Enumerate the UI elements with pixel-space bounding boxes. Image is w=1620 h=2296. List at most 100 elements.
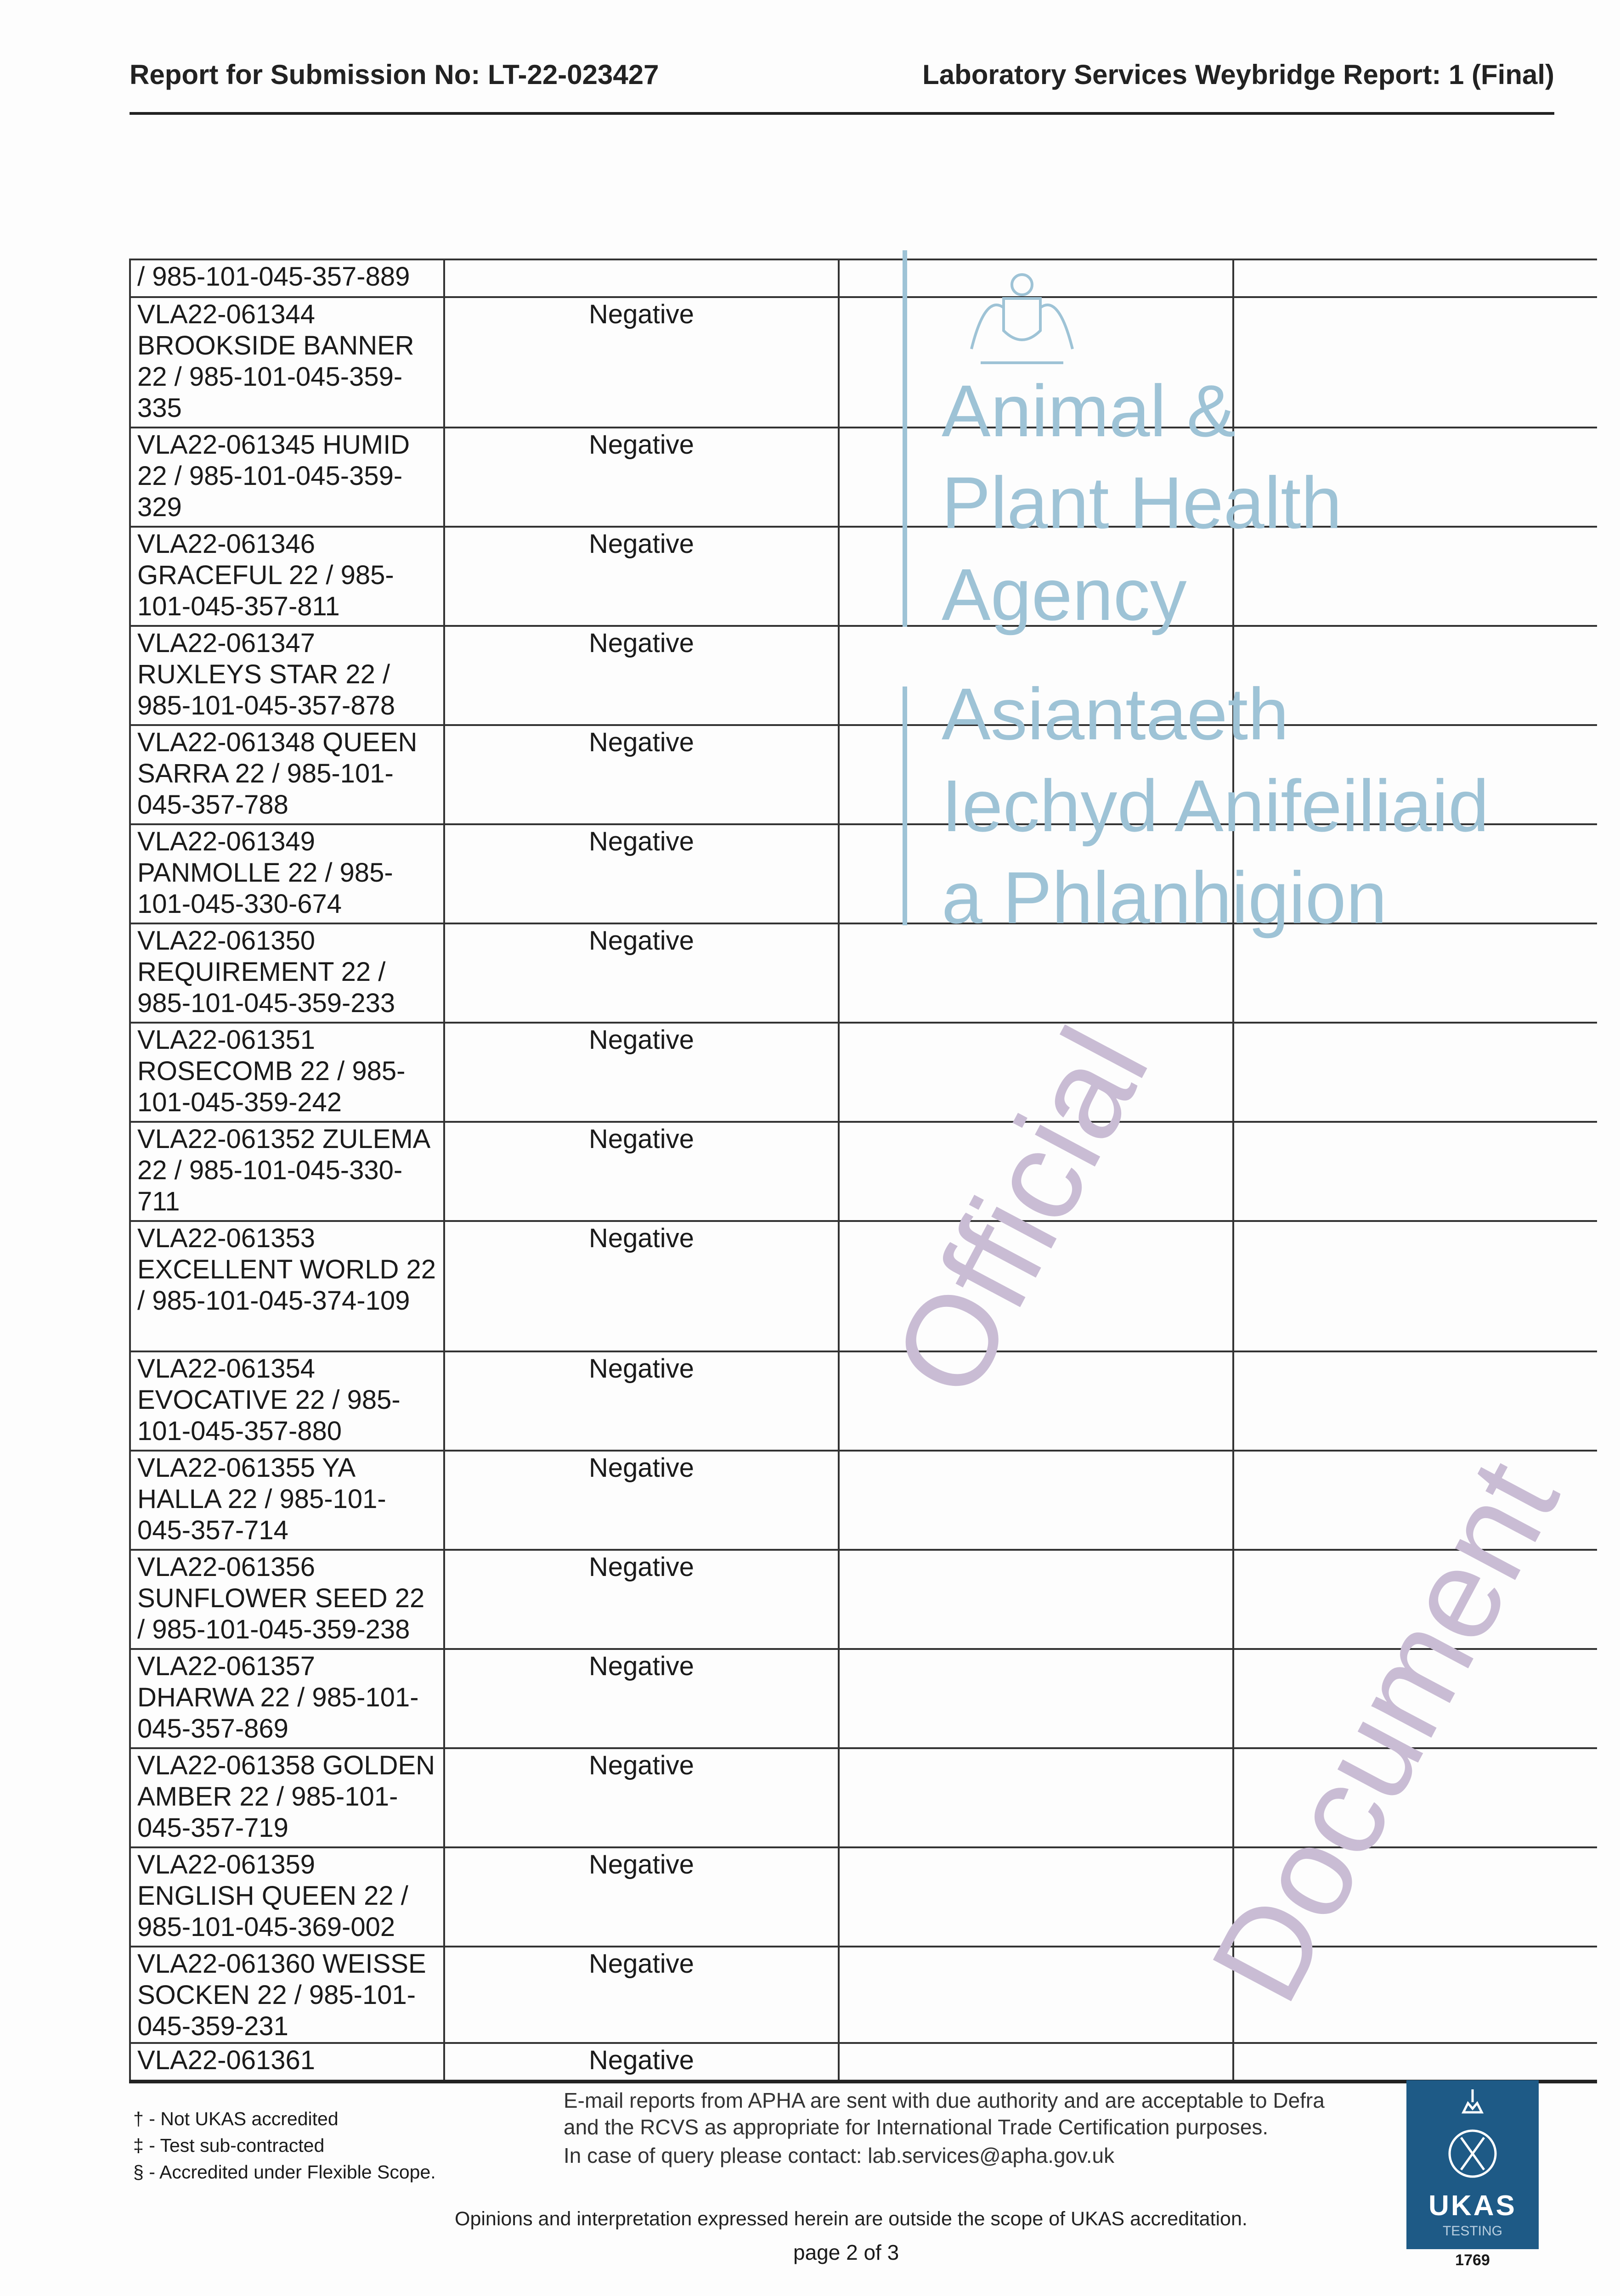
sample-id: VLA22-061359 ENGLISH QUEEN 22 / 985-101-… xyxy=(129,1846,445,1947)
table-row: VLA22-061357 DHARWA 22 / 985-101-045-357… xyxy=(129,1648,1597,1749)
empty-cell xyxy=(838,1450,1234,1551)
table-row: VLA22-061346 GRACEFUL 22 / 985-101-045-3… xyxy=(129,526,1597,627)
sample-id: VLA22-061348 QUEEN SARRA 22 / 985-101-04… xyxy=(129,724,445,825)
empty-cell xyxy=(838,1351,1234,1452)
empty-cell xyxy=(838,923,1234,1024)
empty-cell xyxy=(1232,1846,1597,1947)
table-row: VLA22-061358 GOLDEN AMBER 22 / 985-101-0… xyxy=(129,1747,1597,1848)
test-result: Negative xyxy=(443,2042,840,2083)
sample-id: VLA22-061346 GRACEFUL 22 / 985-101-045-3… xyxy=(129,526,445,627)
empty-cell xyxy=(838,1549,1234,1650)
empty-cell xyxy=(838,1946,1234,2044)
table-row: VLA22-061355 YA HALLA 22 / 985-101-045-3… xyxy=(129,1450,1597,1551)
test-result: Negative xyxy=(443,724,840,825)
table-row: VLA22-061349 PANMOLLE 22 / 985-101-045-3… xyxy=(129,823,1597,924)
sample-id: VLA22-061350 REQUIREMENT 22 / 985-101-04… xyxy=(129,923,445,1024)
table-row: VLA22-061360 WEISSE SOCKEN 22 / 985-101-… xyxy=(129,1946,1597,2044)
sample-id: VLA22-061347 RUXLEYS STAR 22 / 985-101-0… xyxy=(129,625,445,726)
ukas-number: 1769 xyxy=(1455,2251,1490,2269)
crown-icon xyxy=(1448,2089,1497,2178)
table-row: VLA22-061351 ROSECOMB 22 / 985-101-045-3… xyxy=(129,1022,1597,1123)
sample-id: VLA22-061351 ROSECOMB 22 / 985-101-045-3… xyxy=(129,1022,445,1123)
empty-cell xyxy=(1232,427,1597,528)
email-notice-text: E-mail reports from APHA are sent with d… xyxy=(564,2088,1325,2139)
email-notice: E-mail reports from APHA are sent with d… xyxy=(564,2087,1344,2169)
empty-cell xyxy=(1232,1351,1597,1452)
sample-id: VLA22-061361 xyxy=(129,2042,445,2083)
empty-cell xyxy=(838,1022,1234,1123)
table-row: / 985-101-045-357-889 xyxy=(129,259,1597,298)
test-result: Negative xyxy=(443,1351,840,1452)
empty-cell xyxy=(1232,526,1597,627)
empty-cell xyxy=(1232,923,1597,1024)
sample-id: VLA22-061356 SUNFLOWER SEED 22 / 985-101… xyxy=(129,1549,445,1650)
test-result: Negative xyxy=(443,427,840,528)
report-header: Laboratory Services Weybridge Report: 1 … xyxy=(922,59,1554,90)
empty-cell xyxy=(1232,2042,1597,2083)
table-row: VLA22-061345 HUMID 22 / 985-101-045-359-… xyxy=(129,427,1597,528)
empty-cell xyxy=(838,296,1234,428)
test-result: Negative xyxy=(443,1220,840,1352)
sample-id: VLA22-061354 EVOCATIVE 22 / 985-101-045-… xyxy=(129,1351,445,1452)
test-result: Negative xyxy=(443,625,840,726)
table-row: VLA22-061361 Negative xyxy=(129,2042,1597,2083)
header-divider xyxy=(130,112,1554,115)
table-row: VLA22-061356 SUNFLOWER SEED 22 / 985-101… xyxy=(129,1549,1597,1650)
sample-id: VLA22-061357 DHARWA 22 / 985-101-045-357… xyxy=(129,1648,445,1749)
results-table: / 985-101-045-357-889 VLA22-061344 BROOKS… xyxy=(129,259,1597,2083)
sample-id: VLA22-061360 WEISSE SOCKEN 22 / 985-101-… xyxy=(129,1946,445,2044)
empty-cell xyxy=(1232,1648,1597,1749)
empty-cell xyxy=(1232,296,1597,428)
empty-cell xyxy=(838,2042,1234,2083)
empty-cell xyxy=(1232,1549,1597,1650)
table-row: VLA22-061354 EVOCATIVE 22 / 985-101-045-… xyxy=(129,1351,1597,1452)
test-result: Negative xyxy=(443,923,840,1024)
empty-cell xyxy=(1232,724,1597,825)
empty-cell xyxy=(838,1220,1234,1352)
empty-cell xyxy=(838,823,1234,924)
test-result: Negative xyxy=(443,823,840,924)
test-result: Negative xyxy=(443,1549,840,1650)
empty-cell xyxy=(838,1846,1234,1947)
empty-cell xyxy=(1232,1747,1597,1848)
ukas-name: UKAS xyxy=(1428,2190,1517,2222)
empty-cell xyxy=(1232,1450,1597,1551)
table-row: VLA22-061359 ENGLISH QUEEN 22 / 985-101-… xyxy=(129,1846,1597,1947)
empty-cell xyxy=(838,427,1234,528)
test-result xyxy=(443,259,840,298)
submission-number-header: Report for Submission No: LT-22-023427 xyxy=(130,59,659,90)
table-row: VLA22-061352 ZULEMA 22 / 985-101-045-330… xyxy=(129,1121,1597,1222)
empty-cell xyxy=(838,1747,1234,1848)
sample-id: VLA22-061353 EXCELLENT WORLD 22 / 985-10… xyxy=(129,1220,445,1352)
ukas-scope-disclaimer: Opinions and interpretation expressed he… xyxy=(455,2208,1247,2230)
test-result: Negative xyxy=(443,1450,840,1551)
test-result: Negative xyxy=(443,1648,840,1749)
sample-id: VLA22-061349 PANMOLLE 22 / 985-101-045-3… xyxy=(129,823,445,924)
sample-id: / 985-101-045-357-889 xyxy=(129,259,445,298)
test-result: Negative xyxy=(443,526,840,627)
empty-cell xyxy=(1232,1220,1597,1352)
empty-cell xyxy=(838,724,1234,825)
empty-cell xyxy=(838,1121,1234,1222)
ukas-logo: UKAS TESTING xyxy=(1406,2080,1539,2249)
contact-text: In case of query please contact: lab.ser… xyxy=(564,2144,1115,2167)
sample-id: VLA22-061355 YA HALLA 22 / 985-101-045-3… xyxy=(129,1450,445,1551)
footnote-flexible-scope: § - Accredited under Flexible Scope. xyxy=(133,2161,436,2183)
empty-cell xyxy=(838,526,1234,627)
empty-cell xyxy=(1232,259,1597,298)
footnotes: † - Not UKAS accredited ‡ - Test sub-con… xyxy=(133,2105,436,2185)
sample-id: VLA22-061345 HUMID 22 / 985-101-045-359-… xyxy=(129,427,445,528)
table-row: VLA22-061353 EXCELLENT WORLD 22 / 985-10… xyxy=(129,1220,1597,1352)
empty-cell xyxy=(1232,625,1597,726)
table-row: VLA22-061344 BROOKSIDE BANNER 22 / 985-1… xyxy=(129,296,1597,428)
empty-cell xyxy=(1232,1946,1597,2044)
ukas-testing: TESTING xyxy=(1442,2223,1502,2239)
test-result: Negative xyxy=(443,1747,840,1848)
empty-cell xyxy=(1232,1121,1597,1222)
table-row: VLA22-061347 RUXLEYS STAR 22 / 985-101-0… xyxy=(129,625,1597,726)
test-result: Negative xyxy=(443,1846,840,1947)
sample-id: VLA22-061352 ZULEMA 22 / 985-101-045-330… xyxy=(129,1121,445,1222)
empty-cell xyxy=(1232,823,1597,924)
test-result: Negative xyxy=(443,1946,840,2044)
empty-cell xyxy=(838,259,1234,298)
